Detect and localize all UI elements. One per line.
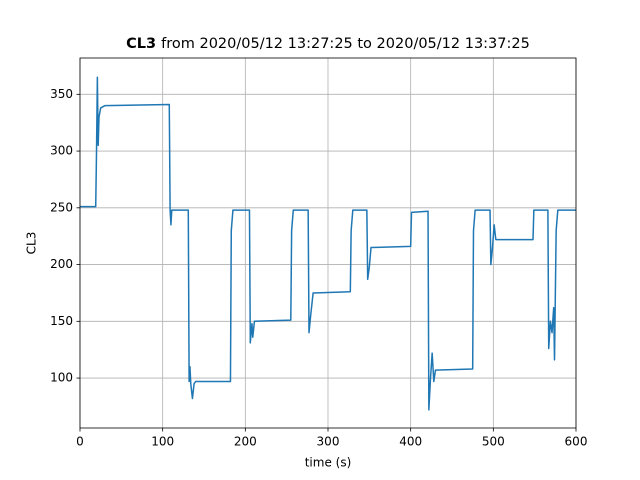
y-tick-label: 300 (50, 144, 73, 158)
y-tick-label: 150 (50, 314, 73, 328)
chart-title: CL3 from 2020/05/12 13:27:25 to 2020/05/1… (126, 36, 530, 52)
x-tick-label: 300 (317, 435, 340, 449)
x-tick-label: 600 (565, 435, 588, 449)
x-axis-label: time (s) (305, 456, 352, 470)
plot-frame (79, 57, 577, 429)
title-bold: CL3 (126, 36, 156, 52)
data-line (80, 76, 576, 411)
x-tick-label: 200 (234, 435, 257, 449)
y-tick-label: 200 (50, 257, 73, 271)
x-tick-label: 400 (399, 435, 422, 449)
x-tick-label: 0 (76, 435, 84, 449)
x-tick-label: 500 (482, 435, 505, 449)
y-tick-label: 350 (50, 87, 73, 101)
y-tick-label: 250 (50, 200, 73, 214)
title-rest: from 2020/05/12 13:27:25 to 2020/05/12 1… (161, 36, 530, 52)
y-tick-label: 100 (50, 371, 73, 385)
y-axis-label: CL3 (25, 232, 39, 255)
x-tick-label: 100 (151, 435, 174, 449)
